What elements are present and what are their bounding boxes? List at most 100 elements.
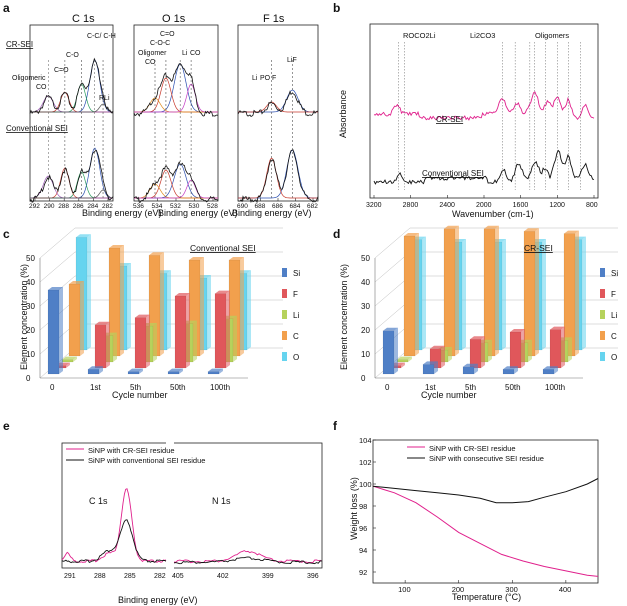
e-conv-c1s <box>61 519 167 564</box>
f-frame <box>372 439 599 584</box>
bar-side <box>514 366 518 374</box>
legend-label-c: C <box>611 332 617 341</box>
bar-si <box>382 330 395 375</box>
bar-x-tick: 0 <box>50 383 55 392</box>
f-tick-label: 100 <box>359 480 372 489</box>
legend-swatch-si <box>600 268 605 277</box>
bar-side <box>146 314 150 368</box>
bar-side <box>481 336 485 368</box>
bar-si <box>542 369 555 375</box>
bar-side <box>528 339 532 362</box>
legend-label-si: Si <box>293 269 300 278</box>
b-tick-label: 2400 <box>439 202 455 209</box>
a-peak-label: F <box>272 75 276 82</box>
legend-swatch-f <box>600 289 605 298</box>
a-component-peak <box>134 77 218 113</box>
bar-side <box>59 287 63 374</box>
bar-f <box>214 293 227 369</box>
bar-side <box>474 363 478 374</box>
a-envelope <box>237 149 319 204</box>
legend-label-si: Si <box>611 269 618 278</box>
e-tick-label: 282 <box>154 573 166 580</box>
bar-side <box>521 329 525 368</box>
bar-side <box>561 326 565 368</box>
bar-top <box>463 363 478 367</box>
bar-side <box>87 234 91 350</box>
bar-f <box>94 324 107 369</box>
bar-top <box>524 228 539 232</box>
bar-y-tick: 30 <box>361 302 370 311</box>
bar-top <box>550 326 565 330</box>
a-tick-label: 288 <box>58 203 69 210</box>
legend-label-o: O <box>293 353 299 362</box>
bar-top <box>168 368 183 372</box>
bar-top <box>397 356 412 360</box>
bar-grid-side <box>39 251 76 283</box>
bar-f <box>509 331 522 369</box>
b-tick-label: 1200 <box>549 202 565 209</box>
bar-top <box>423 361 438 365</box>
a-component-peak <box>134 183 218 199</box>
bar-si <box>462 366 475 375</box>
a-component-peak <box>238 89 318 113</box>
bar-side <box>575 230 579 356</box>
bar-y-tick: 10 <box>361 350 370 359</box>
bar-y-tick: 10 <box>26 350 35 359</box>
a-envelope <box>133 161 219 203</box>
a-tick-label: 684 <box>290 203 301 210</box>
bar-si <box>47 289 60 375</box>
a-peak-label: RLi <box>99 95 110 102</box>
a-peak-label: Li <box>182 50 188 57</box>
b-tick-label: 2800 <box>403 202 419 209</box>
bar-top <box>128 368 143 372</box>
bar-side <box>226 290 230 368</box>
bar-x-tick: 1st <box>90 383 101 392</box>
e-tick-label: 288 <box>94 573 106 580</box>
legend-swatch-f <box>282 289 287 298</box>
legend-swatch-o <box>282 352 287 361</box>
bar-side <box>193 320 197 362</box>
bar-y-tick: 30 <box>26 302 35 311</box>
bar-side <box>582 236 586 350</box>
bar-x-tick: 5th <box>465 383 476 392</box>
f-tick-label: 96 <box>359 524 367 533</box>
f-tick-label: 102 <box>359 458 372 467</box>
bar-side <box>200 257 204 356</box>
a-tick-label: 536 <box>133 203 144 210</box>
bar-side <box>434 361 438 374</box>
bar-y-tick: 40 <box>361 278 370 287</box>
bar-side <box>66 362 70 368</box>
a-peak-label: C-O <box>66 52 79 59</box>
bar-side <box>462 239 466 350</box>
a-tick-label: 286 <box>73 203 84 210</box>
a-peak-label: Li <box>252 75 258 82</box>
bar-y-tick: 40 <box>26 278 35 287</box>
bar-x-tick: 5th <box>130 383 141 392</box>
bar-top <box>503 366 518 370</box>
bar-side <box>455 225 459 356</box>
bar-side <box>401 362 405 368</box>
a-frame-2 <box>237 24 319 202</box>
a-peak-label: Oligomer <box>138 50 167 57</box>
a-tick-label: 282 <box>102 203 113 210</box>
e-tick-label: 402 <box>217 573 229 580</box>
bar-side <box>99 366 103 374</box>
bar-side <box>80 281 84 356</box>
bar-c <box>443 228 456 357</box>
legend-swatch-o <box>600 352 605 361</box>
bar-si <box>127 371 140 375</box>
bar-side <box>207 275 211 350</box>
bar-y-tick: 50 <box>361 254 370 263</box>
bar-side <box>120 245 124 356</box>
bar-side <box>106 321 110 368</box>
bar-side <box>448 347 452 362</box>
bar-x-tick: 0 <box>385 383 390 392</box>
bar-top <box>215 290 230 294</box>
b-series-cr <box>373 91 595 121</box>
f-tick-label: 400 <box>559 585 572 594</box>
a-component-peak <box>134 179 218 199</box>
b-tick-label: 3200 <box>366 202 382 209</box>
a-component-peak <box>238 149 318 199</box>
bar-y-tick: 0 <box>26 374 31 383</box>
a-tick-label: 290 <box>44 203 55 210</box>
